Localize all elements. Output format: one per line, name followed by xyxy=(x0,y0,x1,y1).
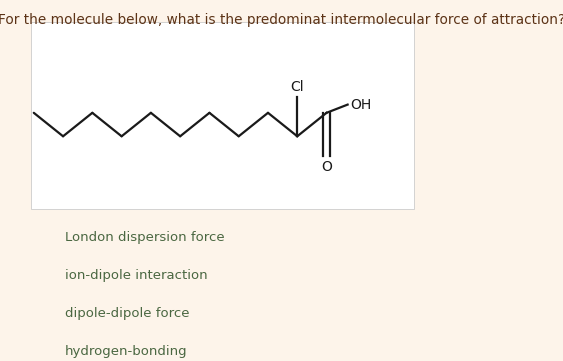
Text: O: O xyxy=(321,160,332,174)
FancyBboxPatch shape xyxy=(31,22,414,209)
Text: ion-dipole interaction: ion-dipole interaction xyxy=(65,269,207,282)
Text: dipole-dipole force: dipole-dipole force xyxy=(65,307,189,320)
Text: hydrogen-bonding: hydrogen-bonding xyxy=(65,345,187,358)
Text: Cl: Cl xyxy=(291,80,304,93)
Text: For the molecule below, what is the predominat intermolecular force of attractio: For the molecule below, what is the pred… xyxy=(0,13,563,27)
Text: London dispersion force: London dispersion force xyxy=(65,231,225,244)
Text: OH: OH xyxy=(350,97,371,112)
